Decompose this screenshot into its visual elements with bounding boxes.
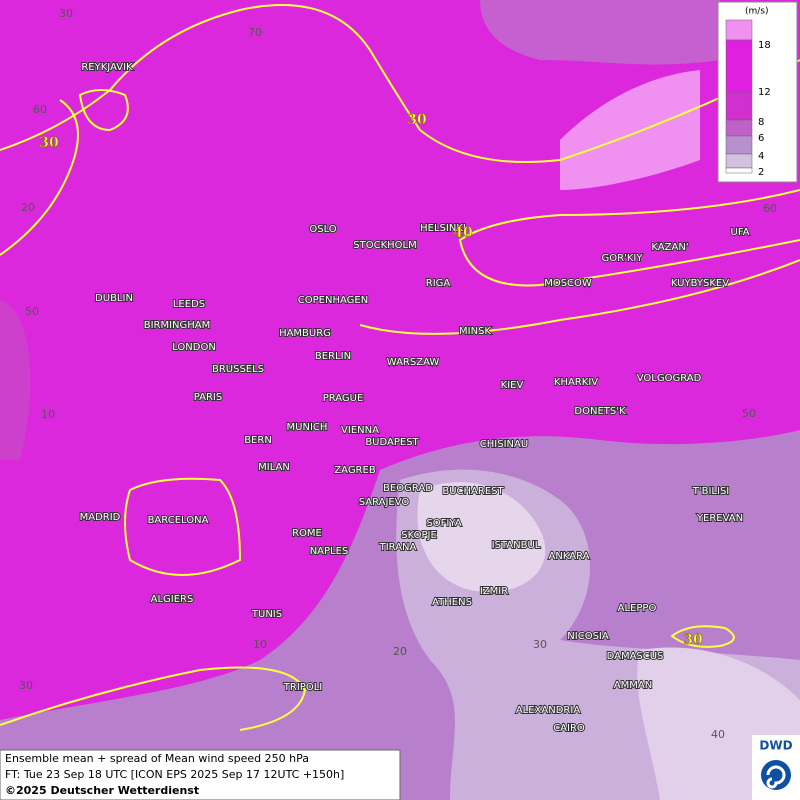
- city-label: HAMBURG: [279, 328, 331, 339]
- city-label: BERLIN: [315, 351, 351, 362]
- legend-unit: (m/s): [745, 7, 769, 17]
- labels: REYKJAVIK OSLO STOCKHOLM HELSINKI RIGA MOSCOW…: [19, 7, 777, 741]
- city-label: SKOPJE: [401, 530, 437, 541]
- city-label: TIRANA: [379, 542, 417, 553]
- legend-label: 18: [758, 40, 771, 51]
- city-label: OSLO: [309, 224, 336, 235]
- legend-label: 4: [758, 151, 764, 162]
- city-label: AMMAN: [614, 680, 652, 691]
- city-label: BERN: [244, 435, 272, 446]
- legend-label: 6: [758, 133, 764, 144]
- graticule-label: 20: [21, 201, 35, 214]
- graticule-label: 50: [25, 305, 39, 318]
- city-label: NICOSIA: [567, 631, 609, 642]
- city-label: BEOGRAD: [383, 483, 433, 494]
- city-label: COPENHAGEN: [298, 295, 368, 306]
- city-label: TRIPOLI: [283, 682, 322, 693]
- city-label: ATHENS: [432, 597, 472, 608]
- field-zone: [417, 482, 546, 592]
- contour-label: 30: [407, 112, 427, 128]
- logo: DWD: [752, 735, 800, 800]
- city-label: SARAJEVO: [359, 497, 410, 508]
- city-label: KIEV: [501, 380, 524, 391]
- city-label: MINSK: [459, 326, 491, 337]
- city-label: VIENNA: [341, 425, 379, 436]
- city-label: DUBLIN: [95, 293, 133, 304]
- contours: [0, 4, 800, 731]
- city-label: DONETS'K: [574, 406, 626, 417]
- graticule-label: 30: [533, 638, 547, 651]
- city-label: IZMIR: [480, 586, 508, 597]
- legend-label: 2: [758, 167, 764, 178]
- contour-label: 40: [453, 225, 473, 241]
- city-label: TUNIS: [251, 609, 282, 620]
- graticule-label: 70: [248, 26, 262, 39]
- field-zone: [0, 300, 31, 460]
- city-label: ZAGREB: [334, 465, 376, 476]
- graticule-label: 40: [711, 728, 725, 741]
- footer-line: Ensemble mean + spread of Mean wind spee…: [5, 752, 309, 765]
- graticule-label: 50: [742, 407, 756, 420]
- city-label: KUYBYSKEV: [671, 278, 729, 289]
- graticule-label: 30: [59, 7, 73, 20]
- graticule-label: 30: [19, 679, 33, 692]
- city-label: STOCKHOLM: [353, 240, 416, 251]
- field-zone: [560, 70, 700, 190]
- city-label: MILAN: [258, 462, 290, 473]
- city-label: BARCELONA: [148, 515, 209, 526]
- graticule-label: 60: [763, 202, 777, 215]
- city-label: RIGA: [426, 278, 451, 289]
- city-label: LEEDS: [173, 299, 205, 310]
- contour-label: 30: [683, 632, 703, 648]
- city-label: GOR'KIY: [602, 253, 644, 264]
- city-label: CHISINAU: [480, 439, 528, 450]
- city-label: MADRID: [80, 512, 121, 523]
- city-label: ALGIERS: [151, 594, 194, 605]
- graticule-label: 20: [393, 645, 407, 658]
- city-label: BRUSSELS: [212, 364, 264, 375]
- city-label: ROME: [292, 528, 322, 539]
- city-label: SOFIYA: [426, 518, 461, 529]
- graticule-label: 10: [253, 638, 267, 651]
- city-label: ANKARA: [549, 551, 590, 562]
- city-label: ALEXANDRIA: [516, 705, 581, 716]
- logo-text: DWD: [759, 739, 792, 753]
- city-label: PRAGUE: [323, 393, 364, 404]
- footer-line: FT: Tue 23 Sep 18 UTC [ICON EPS 2025 Sep…: [5, 768, 344, 781]
- city-label: KAZAN': [651, 242, 688, 253]
- city-label: PARIS: [194, 392, 222, 403]
- city-label: BIRMINGHAM: [144, 320, 211, 331]
- legend-label: 8: [758, 117, 764, 128]
- city-label: VOLGOGRAD: [637, 373, 702, 384]
- city-label: HELSINKI: [420, 223, 466, 234]
- city-label: NAPLES: [310, 546, 349, 557]
- city-label: LONDON: [172, 342, 216, 353]
- city-label: DAMASCUS: [607, 651, 664, 662]
- city-label: T'BILISI: [692, 486, 729, 497]
- contour-label: 30: [39, 135, 59, 151]
- city-label: BUCHAREST: [442, 486, 504, 497]
- city-label: REYKJAVIK: [81, 62, 133, 73]
- city-label: BUDAPEST: [365, 437, 419, 448]
- legend: (m/s) 18 12 8 6 4 2: [717, 1, 798, 183]
- legend-label: 12: [758, 87, 771, 98]
- city-label: CAIRO: [553, 723, 585, 734]
- city-label: ISTANBUL: [492, 540, 541, 551]
- city-label: UFA: [731, 227, 750, 238]
- city-label: MOSCOW: [544, 278, 592, 289]
- field-zone: [480, 0, 720, 65]
- footer-line: ©2025 Deutscher Wetterdienst: [5, 784, 199, 797]
- city-label: WARSZAW: [387, 357, 440, 368]
- city-label: ALEPPO: [618, 603, 657, 614]
- city-label: KHARKIV: [554, 377, 598, 388]
- city-label: MUNICH: [287, 422, 328, 433]
- city-label: YEREVAN: [696, 513, 743, 524]
- graticule-label: 10: [41, 408, 55, 421]
- graticule-label: 60: [33, 103, 47, 116]
- footer: Ensemble mean + spread of Mean wind spee…: [0, 749, 401, 800]
